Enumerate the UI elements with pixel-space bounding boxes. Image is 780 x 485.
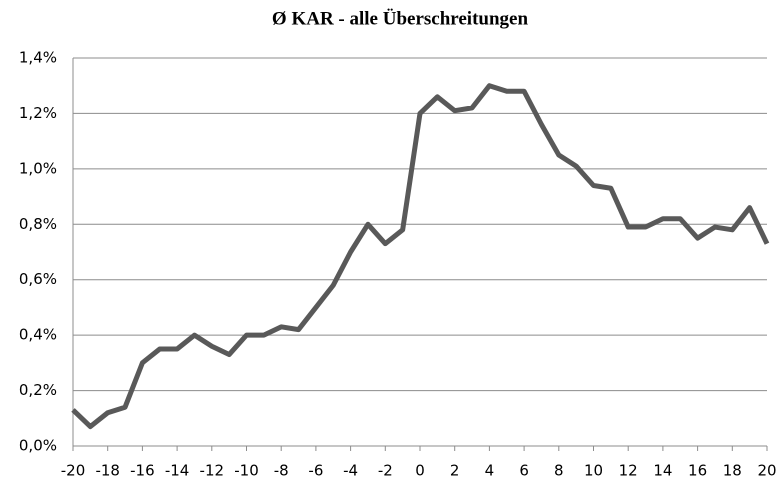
x-tick-label: 14 xyxy=(653,462,672,480)
x-tick-label: 16 xyxy=(688,462,707,480)
x-tick-label: -20 xyxy=(61,462,86,480)
x-tick-label: -2 xyxy=(378,462,393,480)
x-tick-label: 8 xyxy=(554,462,564,480)
chart-title: Ø KAR - alle Überschreitungen xyxy=(272,8,529,29)
x-tick-label: 10 xyxy=(584,462,603,480)
data-line xyxy=(71,83,770,430)
x-tick-label: 4 xyxy=(485,462,495,480)
y-tick-label: 0,8% xyxy=(19,215,57,233)
y-tick-label: 0,0% xyxy=(19,437,57,455)
x-tick-label: -12 xyxy=(200,462,225,480)
x-tick-label: 12 xyxy=(619,462,638,480)
y-tick-label: 0,2% xyxy=(19,381,57,399)
x-tick-label: 0 xyxy=(415,462,425,480)
x-tick-label: -4 xyxy=(343,462,358,480)
y-tick-label: 1,0% xyxy=(19,159,57,177)
y-tick-label: 0,4% xyxy=(19,326,57,344)
x-tick-label: -8 xyxy=(274,462,289,480)
y-tick-label: 1,2% xyxy=(19,104,57,122)
x-tick-label: -18 xyxy=(95,462,120,480)
x-tick-label: 2 xyxy=(450,462,460,480)
x-tick-label: -10 xyxy=(234,462,259,480)
x-tick-label: -14 xyxy=(165,462,190,480)
y-tick-label: 1,4% xyxy=(19,49,57,67)
y-tick-label: 0,6% xyxy=(19,270,57,288)
x-tick-label: -6 xyxy=(308,462,323,480)
x-tick-label: 18 xyxy=(723,462,742,480)
x-tick-label: 6 xyxy=(519,462,529,480)
x-tick-label: -16 xyxy=(130,462,155,480)
x-tick-label: 20 xyxy=(757,462,776,480)
